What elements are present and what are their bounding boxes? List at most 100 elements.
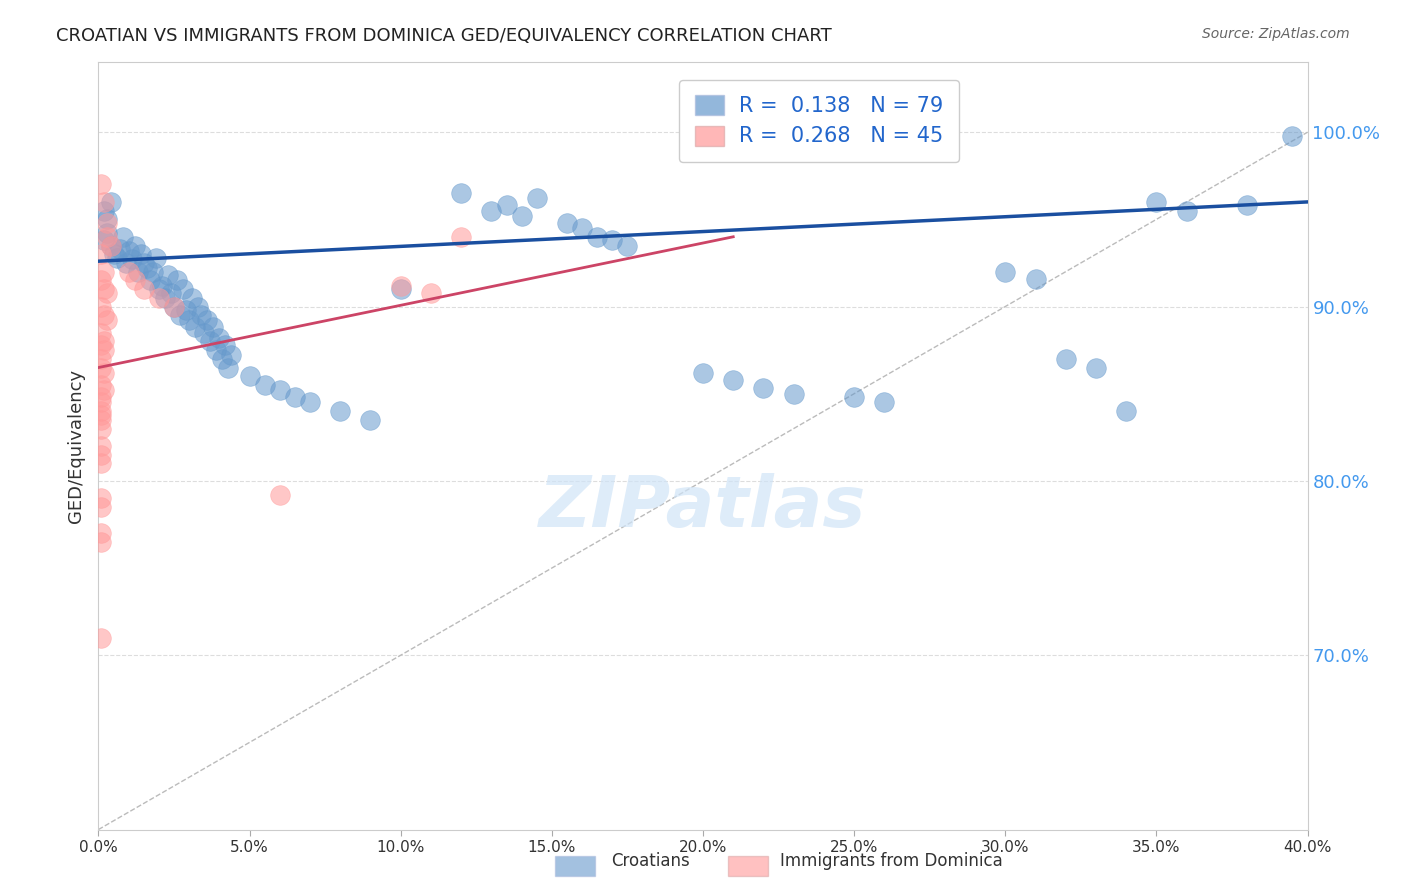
- Point: [211, 351, 233, 366]
- Point: [139, 273, 162, 287]
- Point: [208, 331, 231, 345]
- Point: [111, 229, 134, 244]
- Point: [873, 395, 896, 409]
- Point: [450, 186, 472, 201]
- Point: [90, 395, 112, 409]
- Point: [90, 178, 112, 192]
- Legend: R =  0.138   N = 79, R =  0.268   N = 45: R = 0.138 N = 79, R = 0.268 N = 45: [679, 79, 959, 161]
- Point: [1054, 351, 1077, 366]
- Point: [692, 366, 714, 380]
- Point: [121, 252, 143, 267]
- Point: [108, 242, 131, 256]
- Point: [284, 390, 307, 404]
- Point: [163, 300, 186, 314]
- Point: [90, 300, 112, 314]
- Point: [420, 285, 443, 300]
- Point: [93, 383, 115, 397]
- Point: [96, 313, 118, 327]
- Point: [93, 334, 115, 349]
- Point: [1085, 360, 1108, 375]
- Point: [142, 265, 165, 279]
- Point: [221, 348, 243, 362]
- Point: [145, 251, 167, 265]
- Text: ZIPatlas: ZIPatlas: [540, 473, 866, 541]
- Point: [214, 338, 236, 352]
- Point: [1115, 404, 1137, 418]
- Point: [172, 282, 194, 296]
- Point: [389, 282, 412, 296]
- Point: [586, 229, 609, 244]
- Point: [132, 256, 155, 270]
- Point: [299, 395, 322, 409]
- Point: [1175, 203, 1198, 218]
- Point: [169, 308, 191, 322]
- Point: [93, 233, 115, 247]
- Point: [90, 448, 112, 462]
- Point: [132, 282, 155, 296]
- Point: [217, 360, 239, 375]
- Y-axis label: GED/Equivalency: GED/Equivalency: [66, 369, 84, 523]
- Text: CROATIAN VS IMMIGRANTS FROM DOMINICA GED/EQUIVALENCY CORRELATION CHART: CROATIAN VS IMMIGRANTS FROM DOMINICA GED…: [56, 27, 832, 45]
- Point: [90, 439, 112, 453]
- Point: [200, 334, 222, 349]
- Point: [90, 351, 112, 366]
- Point: [205, 343, 228, 358]
- Point: [1281, 128, 1303, 143]
- Point: [148, 291, 170, 305]
- Point: [93, 308, 115, 322]
- Point: [129, 247, 152, 261]
- Point: [187, 300, 209, 314]
- Point: [118, 244, 141, 258]
- Point: [495, 198, 517, 212]
- Point: [148, 282, 170, 296]
- Point: [181, 291, 204, 305]
- Point: [96, 212, 118, 227]
- Point: [127, 265, 149, 279]
- Point: [193, 326, 215, 340]
- Point: [124, 238, 146, 252]
- Point: [124, 273, 146, 287]
- Point: [118, 265, 141, 279]
- Point: [90, 378, 112, 392]
- Point: [90, 390, 112, 404]
- Point: [602, 233, 624, 247]
- Point: [93, 343, 115, 358]
- Point: [90, 421, 112, 435]
- Point: [510, 209, 533, 223]
- Point: [93, 203, 115, 218]
- Point: [90, 326, 112, 340]
- Point: [90, 457, 112, 471]
- Point: [389, 278, 412, 293]
- Point: [555, 216, 578, 230]
- Point: [96, 227, 118, 241]
- Point: [616, 238, 638, 252]
- Point: [93, 194, 115, 209]
- Point: [160, 285, 183, 300]
- Point: [114, 256, 136, 270]
- Text: Croatians: Croatians: [612, 852, 690, 870]
- Point: [90, 404, 112, 418]
- Point: [253, 378, 276, 392]
- Point: [100, 238, 122, 252]
- Point: [96, 285, 118, 300]
- Point: [153, 291, 176, 305]
- Text: Source: ZipAtlas.com: Source: ZipAtlas.com: [1202, 27, 1350, 41]
- Point: [450, 229, 472, 244]
- Point: [163, 300, 186, 314]
- Point: [269, 488, 291, 502]
- Point: [96, 229, 118, 244]
- Point: [166, 273, 188, 287]
- Point: [90, 360, 112, 375]
- Point: [190, 308, 212, 322]
- Point: [90, 491, 112, 506]
- Point: [93, 366, 115, 380]
- Point: [184, 320, 207, 334]
- Point: [90, 500, 112, 514]
- Point: [90, 338, 112, 352]
- Point: [329, 404, 352, 418]
- Point: [195, 313, 218, 327]
- Point: [150, 278, 173, 293]
- Point: [90, 526, 112, 541]
- Point: [93, 265, 115, 279]
- Point: [844, 390, 866, 404]
